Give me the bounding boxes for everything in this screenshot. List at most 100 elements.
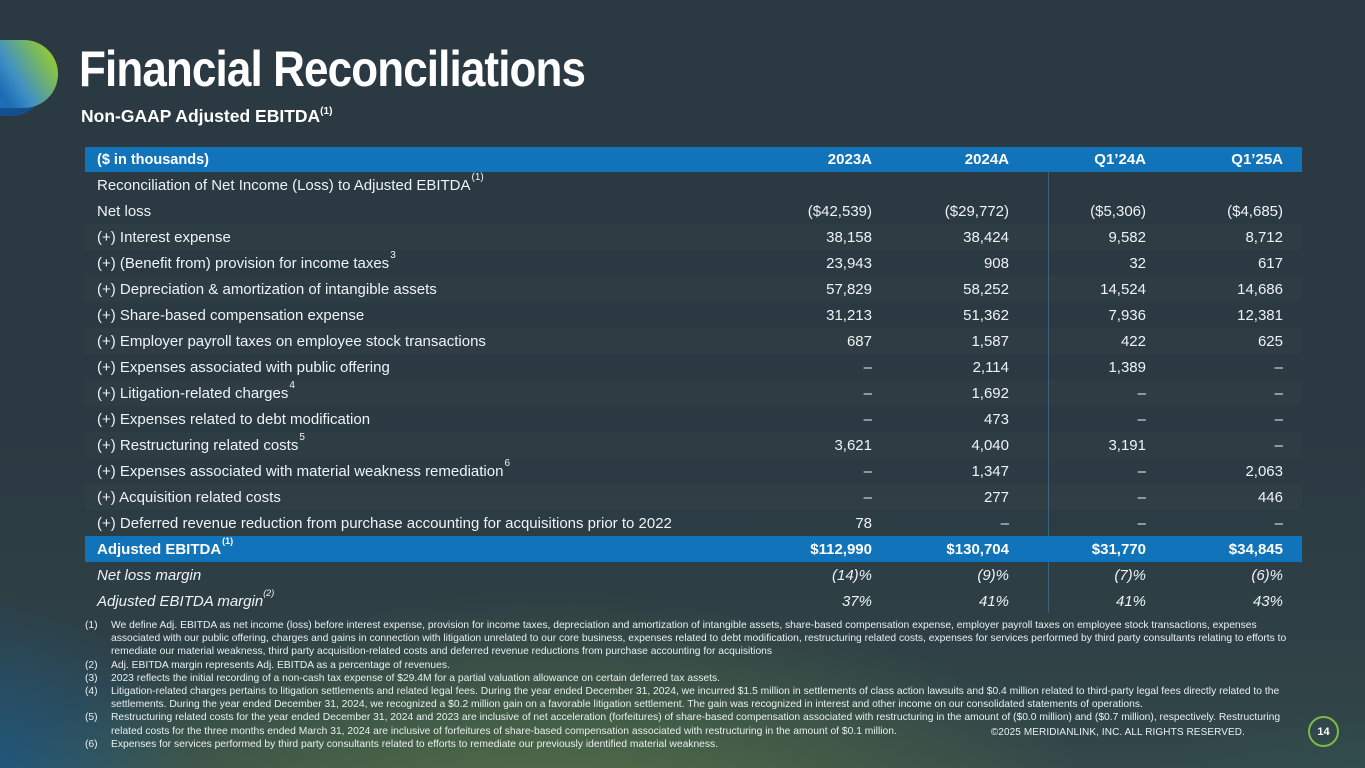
footnote-text: Adj. EBITDA margin represents Adj. EBITD… [111,659,450,671]
row-value: 277 [983,488,1009,506]
row-value: – [1274,436,1283,454]
row-value: – [1274,514,1283,532]
row-label: (+) Depreciation & amortization of intan… [85,280,735,298]
row-value: – [1137,384,1146,402]
column-header: 2024A [964,151,1009,168]
table-row: (+) Interest expense 38,158 38,424 9,582 8,7… [85,224,1302,250]
column-header: Q1’24A [1094,151,1146,168]
margin-row-label: Adjusted EBITDA margin(2) [85,588,735,610]
footnote-ref: 5 [299,432,305,443]
row-label: (+) Share-based compensation expense [85,306,735,324]
row-label-text: (+) Litigation-related charges [97,385,289,402]
row-value: – [863,410,872,428]
row-value: 1,347 [971,462,1009,480]
footnote: (3) 2023 reflects the initial recording o… [85,672,1287,685]
ebitda-table: ($ in thousands) 2023A 2024A Q1’24A Q1’25A … [85,147,1302,614]
total-value: $34,845 [1228,540,1283,558]
margin-row: Adjusted EBITDA margin(2) 37% 41% 41% 43% [85,588,1302,614]
row-label-text: Net loss [97,203,152,220]
total-value: $130,704 [946,540,1009,558]
row-value: 908 [983,254,1009,272]
row-value: 7,936 [1108,306,1146,324]
row-value: 32 [1129,254,1146,272]
row-value: 78 [855,514,872,532]
slide-subtitle: Non-GAAP Adjusted EBITDA(1) [81,106,332,127]
footnote-text: Restructuring related costs for the year… [111,712,1281,737]
footnote-text: Litigation-related charges pertains to l… [111,686,1280,711]
row-label: (+) Expenses related to debt modificatio… [85,410,735,428]
column-header: Q1’25A [1231,151,1283,168]
margin-label-text: Net loss margin [97,567,202,584]
row-value: ($4,685) [1227,202,1283,220]
footnote-number: (2) [85,659,98,671]
footnote-number: (5) [85,712,98,724]
row-label: (+) Acquisition related costs [85,488,735,506]
footnote-number: (1) [85,620,98,631]
row-value: 617 [1257,254,1283,272]
row-label-text: (+) Expenses associated with material we… [97,463,504,480]
row-value: 9,582 [1108,228,1146,246]
table-header-row: ($ in thousands) 2023A 2024A Q1’24A Q1’25A [85,147,1302,172]
row-value: ($29,772) [944,202,1009,220]
table-row: (+) Deferred revenue reduction from purc… [85,510,1302,536]
row-value: 23,943 [826,254,872,272]
row-label: (+) Interest expense [85,228,735,246]
row-value: 14,686 [1237,280,1283,298]
margin-row-value: 37% [841,592,872,610]
table-row: (+) Expenses associated with material we… [85,458,1302,484]
row-value: 3,191 [1108,436,1146,454]
row-value: ($5,306) [1090,202,1146,220]
row-value: – [863,384,872,402]
row-value: 446 [1257,488,1283,506]
footnote-text: Expenses for services performed by third… [111,738,719,750]
footnote-ref: (1) [222,536,234,546]
row-value: 38,158 [826,228,872,246]
row-value: 1,389 [1108,358,1146,376]
section-header-label: Reconciliation of Net Income (Loss) to A… [85,172,735,194]
row-label-text: (+) Restructuring related costs [97,437,299,454]
footnote: (6) Expenses for services performed by th… [85,738,1287,751]
row-label: (+) Litigation-related charges4 [85,380,735,402]
column-header: 2023A [827,151,872,168]
row-label: (+) Deferred revenue reduction from purc… [85,514,735,532]
unit-label: ($ in thousands) [97,151,209,168]
table-row: (+) (Benefit from) provision for income … [85,250,1302,276]
subtitle-footnote-ref: (1) [320,106,333,118]
section-header-row: Reconciliation of Net Income (Loss) to A… [85,172,1302,198]
row-value: 58,252 [963,280,1009,298]
row-value: – [863,462,872,480]
row-value: 12,381 [1237,306,1283,324]
footnote: (5) Restructuring related costs for the y… [85,711,1287,737]
total-value: $112,990 [810,540,872,558]
page-title: Financial Reconciliations [79,41,586,97]
row-value: – [1137,488,1146,506]
footnote: (4) Litigation-related charges pertains t… [85,685,1287,711]
table-body: Net loss ($42,539) ($29,772) ($5,306) ($4,68… [85,198,1302,536]
table-row: (+) Expenses associated with public offe… [85,354,1302,380]
row-value: 57,829 [826,280,872,298]
row-value: 14,524 [1100,280,1146,298]
row-value: 4,040 [971,436,1009,454]
row-value: 473 [983,410,1009,428]
row-value: – [1274,358,1283,376]
row-value: – [863,488,872,506]
row-value: – [1000,514,1009,532]
total-value: $31,770 [1091,540,1146,558]
footnotes: (1) We define Adj. EBITDA as net income (… [85,619,1287,751]
row-label-text: (+) Deferred revenue reduction from purc… [97,515,672,532]
footnote: (2) Adj. EBITDA margin represents Adj. EB… [85,659,1287,672]
margin-row-value: 41% [978,592,1009,610]
footnote-number: (6) [85,738,98,750]
row-label: Net loss [85,202,735,220]
margin-row: Net loss margin (14)% (9)% (7)% (6)% [85,562,1302,588]
footnote-number: (4) [85,686,98,698]
margin-row-value: (7)% [1114,566,1146,584]
row-label-text: (+) (Benefit from) provision for income … [97,255,390,272]
table-row: (+) Litigation-related charges4 – 1,692 – – [85,380,1302,406]
row-value: 2,063 [1245,462,1283,480]
row-value: – [1137,410,1146,428]
footnote-text: 2023 reflects the initial recording of a… [111,672,721,684]
row-value: 3,621 [834,436,872,454]
row-value: 422 [1120,332,1146,350]
